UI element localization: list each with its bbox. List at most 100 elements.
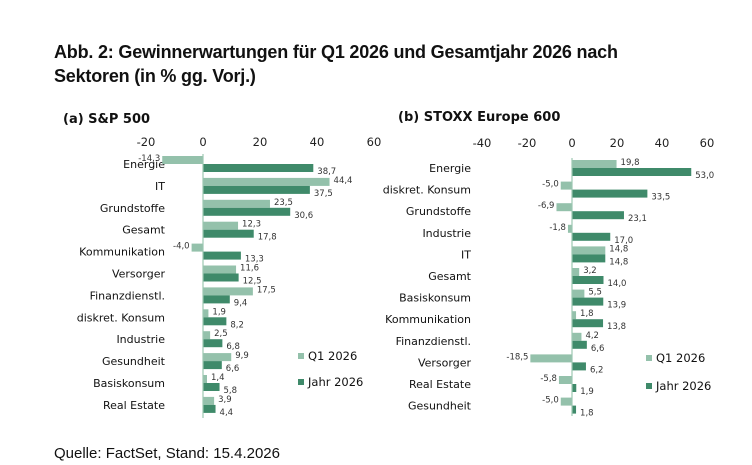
category-label: Versorger	[418, 356, 472, 369]
bar-jahr-2026	[203, 339, 223, 348]
legend-label: Q1 2026	[308, 349, 357, 363]
data-label: 1,9	[580, 387, 594, 397]
category-row: Versorger 11,6 12,5	[112, 264, 262, 287]
data-label: 30,6	[294, 211, 313, 221]
data-label: 1,9	[212, 307, 226, 317]
category-label: Real Estate	[103, 399, 165, 412]
bar-jahr-2026	[203, 317, 227, 326]
legend-item-jahr-2026: Jahr 2026	[298, 375, 363, 389]
data-label: 6,6	[226, 364, 240, 374]
data-label: 19,8	[621, 158, 640, 168]
data-label: 23,1	[628, 214, 647, 224]
bar-jahr-2026	[572, 211, 624, 220]
category-row: Energie-14,3 38,7	[123, 154, 336, 177]
x-tick-label: 40	[655, 136, 670, 150]
x-tick-label: -20	[137, 135, 156, 149]
bar-q1-2026	[203, 177, 330, 186]
category-row: IT 44,437,5	[155, 176, 352, 199]
category-row: Kommunikation -4,0 13,3	[79, 242, 264, 265]
data-label: 3,2	[583, 266, 597, 276]
category-row: Industrie 2,5 6,8	[116, 329, 239, 352]
bar-q1-2026	[567, 224, 572, 233]
figure-title: Abb. 2: Gewinnerwartungen für Q1 2026 un…	[54, 40, 618, 88]
category-label: Gesundheit	[408, 400, 472, 413]
bar-q1-2026	[203, 265, 237, 274]
category-label: Gesamt	[428, 270, 471, 283]
legend-swatch	[646, 383, 652, 389]
category-row: Gesundheit 9,9 6,6	[102, 351, 249, 374]
legend: Q1 2026 Jahr 2026	[298, 349, 363, 389]
category-label: IT	[461, 248, 471, 261]
data-label: -5,0	[542, 396, 559, 406]
x-tick-label: 0	[568, 136, 575, 150]
data-label: -5,0	[542, 180, 559, 190]
data-label: -5,8	[540, 374, 557, 384]
category-row: IT 14,8 14,8	[461, 244, 628, 267]
category-label: Basiskonsum	[93, 377, 165, 390]
legend-swatch	[298, 379, 304, 385]
x-tick-label: -40	[473, 136, 492, 150]
data-label: 33,5	[651, 193, 670, 203]
category-row: diskret. Konsum 1,9 8,2	[77, 307, 244, 330]
data-label: 38,7	[317, 167, 336, 177]
x-tick-label: 20	[253, 135, 268, 149]
data-label: 11,6	[240, 264, 259, 274]
legend-label: Jahr 2026	[655, 379, 711, 393]
category-label: Basiskonsum	[399, 292, 471, 305]
bar-q1-2026	[203, 199, 270, 208]
bar-jahr-2026	[203, 404, 216, 413]
bar-jahr-2026	[572, 319, 604, 328]
chart-panel-1: (a) S&P 500 -20 0 20 40 60 Energie-14,3 38,7 IT 4…	[63, 112, 381, 418]
data-label: 6,2	[590, 365, 604, 375]
bar-jahr-2026	[572, 297, 604, 306]
category-label: Grundstoffe	[100, 202, 165, 215]
bar-jahr-2026	[572, 189, 648, 198]
data-label: 13,3	[245, 255, 264, 265]
bar-q1-2026	[558, 376, 572, 384]
data-label: 37,5	[314, 189, 333, 199]
category-row: Real Estate 3,9 4,4	[103, 395, 233, 418]
category-row: Versorger -18,5 6,2	[418, 352, 604, 375]
data-label: 1,8	[580, 309, 594, 319]
legend-item-q1-2026: Q1 2026	[646, 351, 705, 365]
source-note: Quelle: FactSet, Stand: 15.4.2026	[54, 445, 280, 462]
category-label: Industrie	[116, 333, 165, 346]
bar-jahr-2026	[572, 276, 604, 284]
data-label: 6,6	[591, 344, 605, 354]
bar-q1-2026	[191, 243, 203, 252]
bar-jahr-2026	[572, 168, 692, 176]
bar-q1-2026	[572, 311, 577, 320]
bar-q1-2026	[203, 331, 211, 340]
category-label: Gesamt	[122, 224, 165, 237]
data-label: 4,4	[220, 408, 234, 418]
category-row: Industrie -1,8 17,0	[422, 223, 633, 246]
bar-jahr-2026	[203, 229, 254, 238]
x-tick-label: 60	[700, 136, 715, 150]
figure-title-line-1: Abb. 2: Gewinnerwartungen für Q1 2026 un…	[54, 42, 618, 62]
data-label: 5,8	[224, 386, 238, 396]
data-label: 14,0	[608, 279, 627, 289]
legend-item-q1-2026: Q1 2026	[298, 349, 357, 363]
data-label: 14,8	[609, 257, 628, 267]
data-label: 1,8	[580, 409, 594, 419]
data-label: 9,4	[234, 298, 248, 308]
category-label: diskret. Konsum	[383, 184, 471, 197]
data-label: 23,5	[274, 198, 293, 208]
bar-jahr-2026	[572, 384, 577, 392]
category-label: Energie	[429, 162, 471, 175]
data-label: -14,3	[138, 154, 160, 164]
data-label: -6,9	[538, 201, 555, 211]
data-label: 5,5	[588, 288, 602, 298]
category-label: Energie	[123, 158, 165, 171]
data-label: 14,8	[609, 244, 628, 254]
bar-q1-2026	[203, 309, 209, 318]
bar-q1-2026	[203, 396, 215, 405]
legend: Q1 2026 Jahr 2026	[646, 351, 711, 393]
bar-jahr-2026	[572, 405, 577, 414]
bar-jahr-2026	[572, 362, 586, 371]
category-row: Energie 19,8 53,0	[429, 158, 714, 181]
bar-jahr-2026	[203, 164, 314, 172]
category-row: Gesamt 12,3 17,8	[122, 220, 276, 243]
x-tick-label: 40	[310, 135, 325, 149]
data-label: 44,4	[334, 176, 353, 186]
